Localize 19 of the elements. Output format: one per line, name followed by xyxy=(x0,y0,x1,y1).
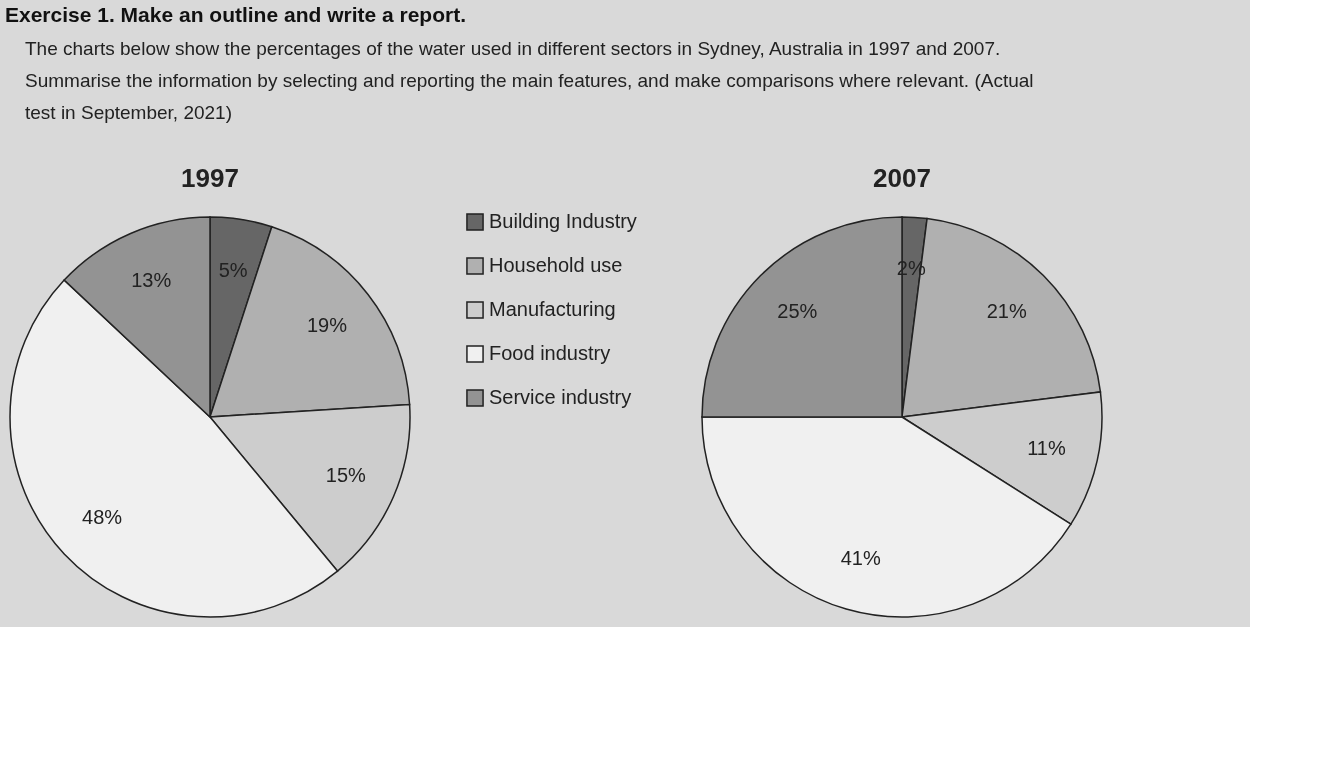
data-label: 19% xyxy=(306,314,348,337)
data-label: 5% xyxy=(218,258,248,281)
text: Summarise the information by selecting and reporting the main features, and make comparisons where relevant. (Actual test in September, 2021) xyxy=(25,70,1034,123)
legend-label: Service industry xyxy=(489,386,632,408)
legend-label: Household use xyxy=(489,254,623,276)
text: The charts below show the percentages of the water used in different sectors in Sydney, Australia in 1997 and 2007. xyxy=(25,38,1001,59)
data-label: 21% xyxy=(986,300,1027,323)
data-label: 48% xyxy=(82,506,123,529)
data-label: 25% xyxy=(777,300,818,323)
legend-label: Building Industry xyxy=(489,210,637,232)
data-label: 11% xyxy=(1027,437,1066,460)
chart-title: 1997 xyxy=(181,163,239,193)
data-label: 15% xyxy=(325,463,367,486)
legend-label: Food industry xyxy=(489,342,611,364)
data-label: 41% xyxy=(840,547,881,570)
legend-label: Manufacturing xyxy=(489,298,616,320)
text: Exercise 1. Make an outline and write a report. xyxy=(5,3,466,26)
chart-title: 2007 xyxy=(873,163,931,193)
data-label: 13% xyxy=(131,269,172,292)
